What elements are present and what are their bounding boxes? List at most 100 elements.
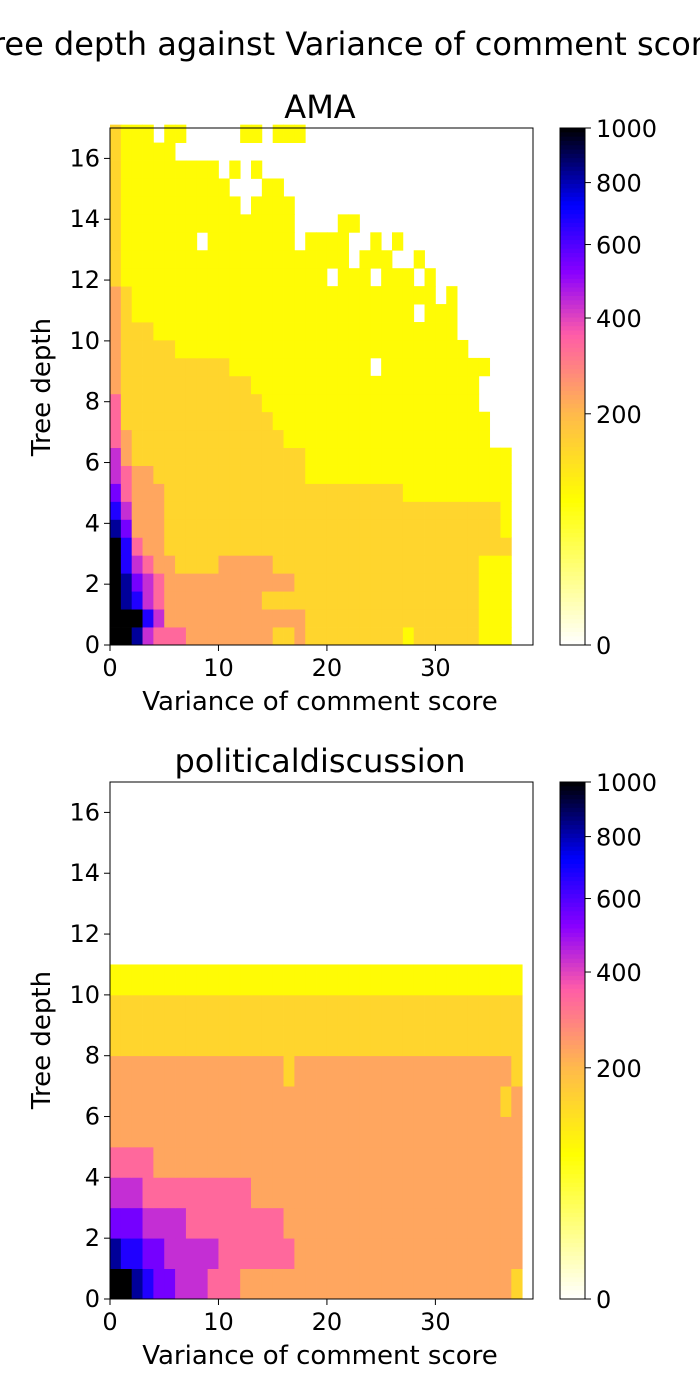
heatmap-cell [229, 196, 241, 215]
heatmap-cell [337, 411, 350, 431]
colorbar-segment [560, 1174, 585, 1179]
heatmap-cell [446, 483, 458, 502]
heatmap-cell [381, 519, 393, 538]
colorbar-segment [560, 838, 585, 843]
heatmap-cell [164, 304, 176, 323]
heatmap-cell [218, 609, 230, 628]
heatmap-cell [359, 1207, 371, 1239]
heatmap-cell [229, 1086, 241, 1117]
colorbar-segment [560, 790, 585, 796]
heatmap-cell [435, 501, 447, 520]
heatmap-cell [457, 555, 469, 574]
heatmap-cell [207, 357, 219, 377]
heatmap-cell [305, 519, 317, 538]
colorbar-segment [560, 528, 585, 534]
heatmap-cell [294, 322, 306, 341]
colorbar-segment [560, 390, 585, 396]
colorbar-segment [560, 209, 585, 215]
heatmap-cell [392, 627, 404, 646]
heatmap-cell [478, 411, 491, 431]
heatmap-cell [240, 322, 252, 341]
heatmap-cell [131, 393, 143, 413]
heatmap-cell [218, 1055, 230, 1087]
heatmap-cell [457, 1116, 469, 1148]
heatmap-cell [446, 1086, 458, 1117]
heatmap-cell [251, 357, 263, 377]
heatmap-cell [305, 1238, 317, 1269]
heatmap-cell [413, 1055, 425, 1087]
heatmap-cell [142, 483, 154, 502]
heatmap-cell [316, 537, 328, 556]
heatmap-cell [326, 964, 339, 996]
heatmap-cell [261, 1055, 274, 1087]
heatmap-cell [326, 591, 339, 610]
colorbar-segment [560, 347, 585, 353]
heatmap-cell [175, 124, 187, 143]
heatmap-cell [261, 196, 274, 215]
heatmap-cell [500, 627, 512, 646]
heatmap-cell [196, 1025, 209, 1057]
heatmap-cell [110, 447, 122, 466]
heatmap-cell [402, 429, 415, 449]
heatmap-cell [240, 429, 252, 449]
heatmap-cell [218, 1146, 230, 1178]
heatmap-cell [153, 196, 165, 215]
heatmap-cell [316, 964, 328, 996]
colorbar-segment [560, 481, 585, 487]
colorbar-segment [560, 1294, 585, 1300]
heatmap-cell [131, 429, 143, 449]
heatmap-cell [110, 250, 122, 269]
heatmap-cell [316, 1207, 328, 1239]
heatmap-cell [283, 393, 295, 413]
heatmap-cell [142, 375, 154, 395]
heatmap-cell [120, 501, 133, 520]
heatmap-cell [261, 609, 274, 628]
colorbar-segment [560, 360, 585, 366]
heatmap-cell [446, 1238, 458, 1269]
heatmap-cell [478, 555, 491, 574]
heatmap-cell [240, 994, 252, 1026]
heatmap-cell [131, 268, 143, 287]
heatmap-cell [337, 537, 350, 556]
heatmap-cell [511, 1055, 523, 1087]
heatmap-cell [316, 519, 328, 538]
heatmap-cell [120, 1146, 133, 1178]
heatmap-cell [435, 447, 447, 466]
colorbar-segment [560, 1204, 585, 1210]
colorbar-segment [560, 1139, 585, 1145]
heatmap-cell [261, 994, 274, 1026]
heatmap-cell [402, 1207, 415, 1239]
colorbar-segment [560, 954, 585, 960]
colorbar-frame [559, 781, 586, 1300]
heatmap-cell [392, 357, 404, 377]
heatmap-cell [196, 609, 209, 628]
heatmap-cell [272, 411, 284, 431]
heatmap-cell [283, 232, 295, 251]
colorbar-segment [560, 545, 585, 551]
heatmap-cell [446, 375, 458, 395]
heatmap-cell [435, 322, 447, 341]
heatmap-cell [283, 411, 295, 431]
heatmap-cell [207, 304, 219, 323]
heatmap-cell [261, 268, 274, 287]
x-axis-ticks: 0 10 20 30 [102, 1299, 451, 1336]
heatmap-cell [435, 1146, 447, 1178]
colorbar-segment [560, 1105, 585, 1110]
heatmap-cell [229, 160, 241, 179]
heatmap-cell [283, 1146, 295, 1178]
heatmap-cell [413, 591, 425, 610]
heatmap-cell [381, 994, 393, 1026]
colorbar-segment [560, 489, 585, 495]
heatmap-cell [467, 609, 480, 628]
heatmap-cell [131, 124, 143, 143]
heatmap-cell [316, 393, 328, 413]
heatmap-cell [218, 537, 230, 556]
heatmap-cell [424, 322, 436, 341]
heatmap-cell [370, 609, 382, 628]
heatmap-cell [142, 964, 154, 996]
heatmap-cell [316, 268, 328, 287]
heatmap-cell [175, 339, 187, 359]
heatmap-cell [185, 429, 198, 449]
heatmap-cell [489, 1116, 501, 1148]
